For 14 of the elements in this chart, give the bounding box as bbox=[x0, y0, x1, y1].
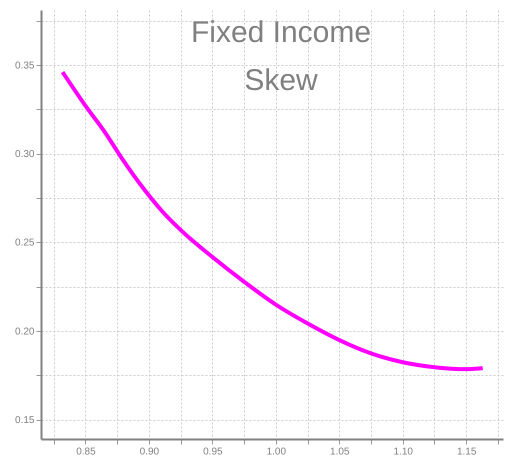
x-tick-label: 1.00 bbox=[266, 446, 286, 458]
x-tick-label: 1.05 bbox=[330, 446, 350, 458]
x-tick-label: 1.15 bbox=[456, 446, 477, 458]
y-tick-label: 0.30 bbox=[15, 149, 35, 160]
x-tick-label: 1.10 bbox=[393, 446, 414, 458]
y-tick-label: 0.25 bbox=[15, 238, 35, 249]
text: Fixed Income Skew bbox=[190, 16, 372, 97]
x-tick-label: 0.85 bbox=[76, 446, 96, 458]
line-series bbox=[60, 70, 485, 372]
x-tick-label: 0.90 bbox=[140, 446, 160, 458]
x-tick-label: 0.95 bbox=[203, 446, 224, 458]
y-tick-label: 0.35 bbox=[15, 60, 35, 72]
y-tick-label: 0.15 bbox=[15, 415, 35, 426]
y-tick-label: 0.20 bbox=[15, 326, 35, 338]
